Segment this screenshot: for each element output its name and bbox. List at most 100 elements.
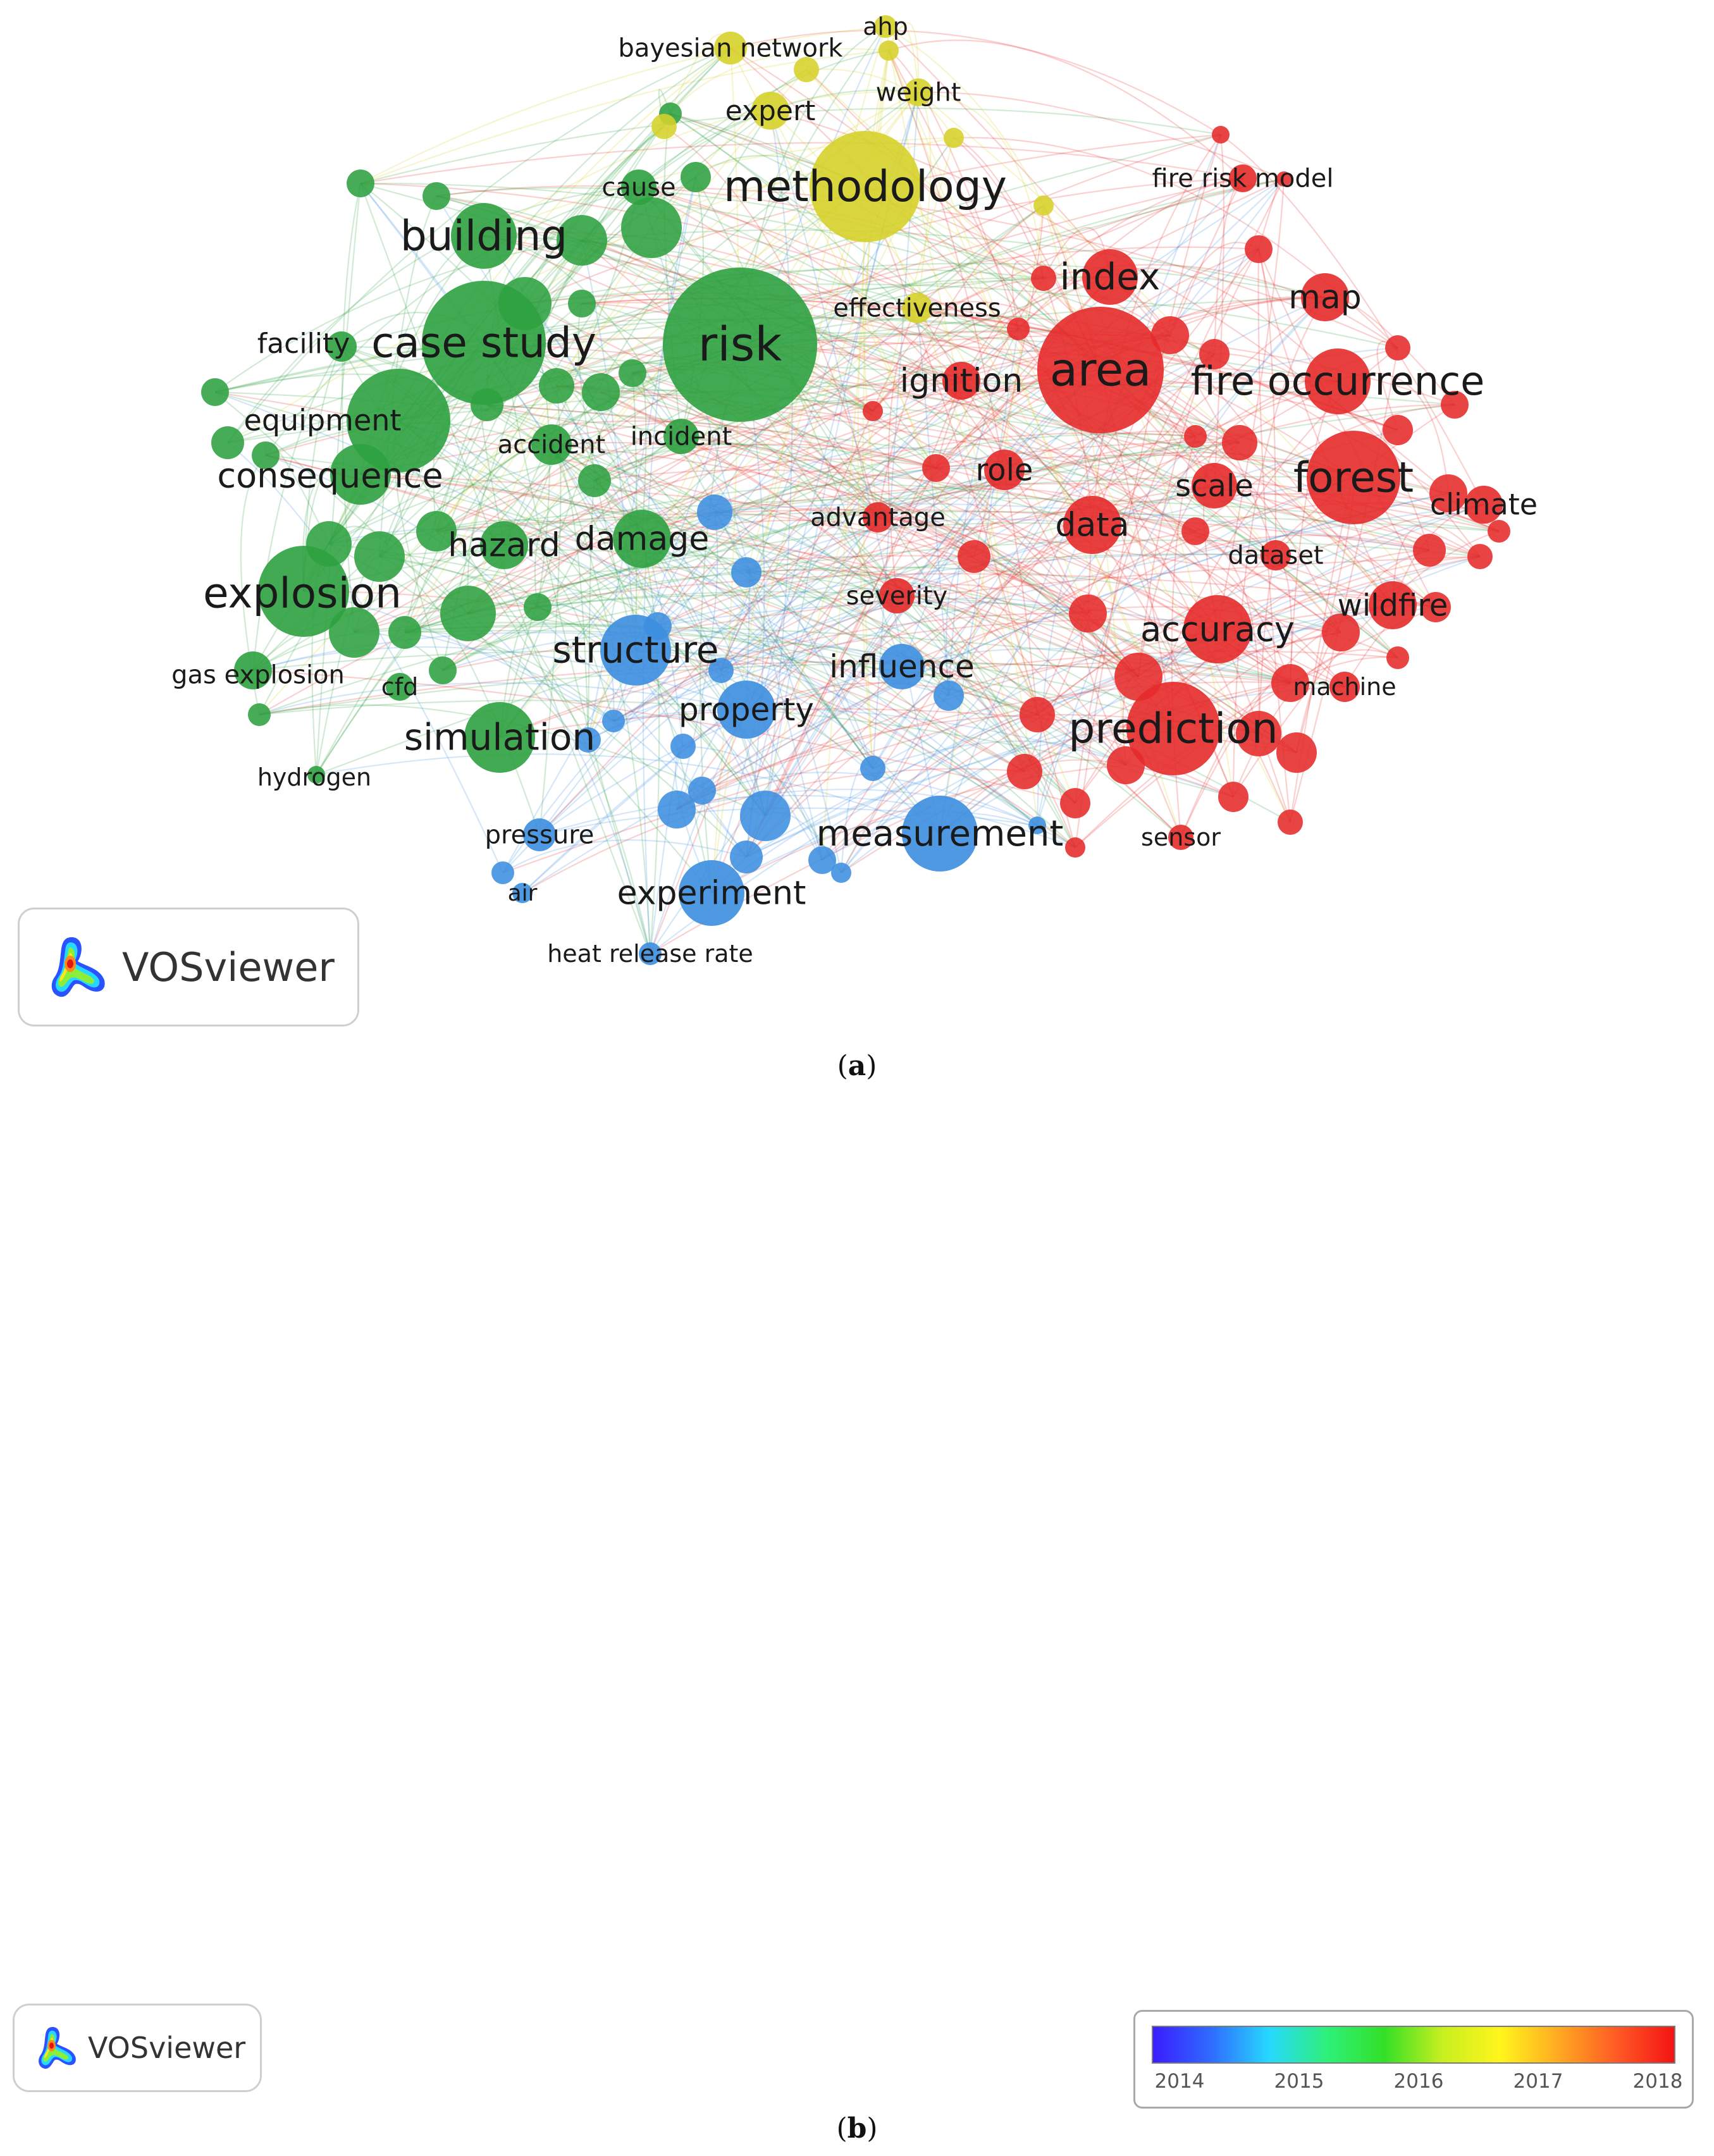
keyword-node-accuracy: [1183, 595, 1252, 663]
keyword-node-ahp: [874, 15, 897, 38]
keyword-node: [539, 368, 574, 403]
co-occurrence-link: [594, 178, 1285, 481]
co-occurrence-link: [638, 187, 823, 861]
co-occurrence-link: [442, 630, 903, 672]
keyword-node: [388, 616, 421, 649]
co-occurrence-link: [877, 488, 1196, 533]
co-occurrence-link: [887, 50, 1039, 715]
keyword-node: [440, 586, 496, 641]
keyword-node-gas-explosion: [234, 651, 272, 689]
keyword-node: [1429, 474, 1467, 512]
co-occurrence-link: [252, 646, 747, 711]
keyword-node-index: [1082, 249, 1138, 305]
co-occurrence-link: [935, 276, 1111, 469]
keyword-label-severity: severity: [846, 582, 948, 611]
co-occurrence-link: [498, 435, 682, 738]
co-occurrence-link: [581, 229, 1326, 299]
co-occurrence-link: [1391, 523, 1481, 606]
co-occurrence-link: [635, 507, 879, 651]
co-occurrence-link: [1037, 503, 1484, 715]
keyword-node: [1060, 788, 1090, 818]
co-occurrence-link: [877, 452, 1354, 519]
co-occurrence-link: [436, 531, 651, 954]
keyword-label-machine: machine: [1293, 673, 1396, 701]
keyword-node-bayesian-network: [714, 32, 747, 65]
keyword-label-area: area: [1050, 343, 1152, 396]
co-occurrence-link: [265, 454, 1234, 798]
cluster-network-map: risk methodology area case study building exp…: [171, 13, 1538, 968]
co-occurrence-link: [1043, 205, 1235, 798]
co-occurrence-link: [404, 574, 538, 633]
co-occurrence-link: [467, 369, 1101, 614]
keyword-node-case-study: [422, 281, 546, 405]
keyword-label-fire-risk-model: fire risk model: [1152, 164, 1334, 194]
keyword-node: [1467, 544, 1493, 569]
keyword-label-sensor: sensor: [1141, 823, 1221, 851]
co-occurrence-link: [887, 26, 920, 93]
co-occurrence-link: [746, 686, 1345, 858]
keyword-node: [1488, 520, 1510, 543]
co-occurrence-link: [259, 334, 1171, 715]
keyword-node-fire-occurrence: [1305, 348, 1371, 414]
co-occurrence-link: [739, 343, 1345, 687]
keyword-label-forest: forest: [1293, 453, 1414, 502]
co-occurrence-link: [947, 328, 1019, 696]
keyword-node: [1199, 339, 1230, 369]
co-occurrence-link: [214, 391, 1038, 826]
vosviewer-logo-text: VOSviewer: [88, 2031, 246, 2065]
keyword-node: [1236, 711, 1281, 756]
keyword-node-building: [451, 203, 517, 269]
keyword-node-data: [1063, 496, 1121, 554]
year-color-gradient: [1152, 2026, 1675, 2064]
keyword-node: [329, 607, 379, 658]
co-occurrence-link: [524, 292, 1398, 431]
keyword-node-air: [512, 883, 533, 903]
keyword-node: [708, 658, 734, 683]
co-occurrence-link: [398, 420, 940, 834]
co-occurrence-link: [663, 126, 879, 518]
co-occurrence-link: [265, 186, 639, 456]
keyword-node: [922, 454, 950, 482]
co-occurrence-link: [436, 92, 919, 532]
co-occurrence-link: [227, 442, 504, 873]
keyword-node: [1222, 425, 1257, 460]
keyword-node-pressure: [523, 818, 556, 851]
keyword-node-risk: [663, 268, 817, 422]
co-occurrence-link: [483, 235, 1341, 633]
co-occurrence-link: [404, 69, 807, 633]
keyword-node: [524, 593, 552, 621]
co-occurrence-link: [1011, 260, 1044, 330]
keyword-node-experiment: [679, 860, 744, 926]
keyword-node: [1007, 754, 1042, 789]
co-occurrence-link: [328, 443, 937, 545]
co-occurrence-link: [1043, 177, 1243, 279]
co-occurrence-link: [764, 110, 793, 816]
co-occurrence-link: [613, 380, 1338, 722]
keyword-label-accident: accident: [498, 431, 606, 460]
co-occurrence-link: [581, 240, 637, 651]
co-occurrence-link: [483, 235, 1291, 684]
co-occurrence-link: [887, 50, 1182, 838]
co-occurrence-link: [635, 649, 1038, 826]
co-occurrence-link: [769, 110, 941, 834]
keyword-node: [602, 710, 625, 732]
co-occurrence-link: [442, 441, 1240, 671]
legend-tick-2015: 2015: [1274, 2070, 1324, 2093]
keyword-node: [1020, 697, 1055, 732]
co-occurrence-link: [1169, 242, 1259, 336]
co-occurrence-link: [503, 545, 684, 747]
co-occurrence-link: [214, 317, 1019, 393]
keyword-node: [1007, 317, 1030, 340]
co-occurrence-link: [1220, 134, 1484, 505]
co-occurrence-link: [657, 553, 1276, 627]
co-occurrence-link: [887, 22, 920, 93]
co-occurrence-link: [442, 178, 1285, 671]
co-occurrence-link: [316, 227, 652, 775]
co-occurrence-link: [1195, 530, 1260, 734]
keyword-label-methodology: methodology: [724, 162, 1007, 212]
co-occurrence-link: [227, 316, 1019, 444]
co-occurrence-link: [872, 178, 1285, 769]
keyword-node-ignition: [942, 362, 980, 400]
keyword-node-simulation: [464, 702, 535, 773]
co-occurrence-link: [539, 665, 903, 835]
